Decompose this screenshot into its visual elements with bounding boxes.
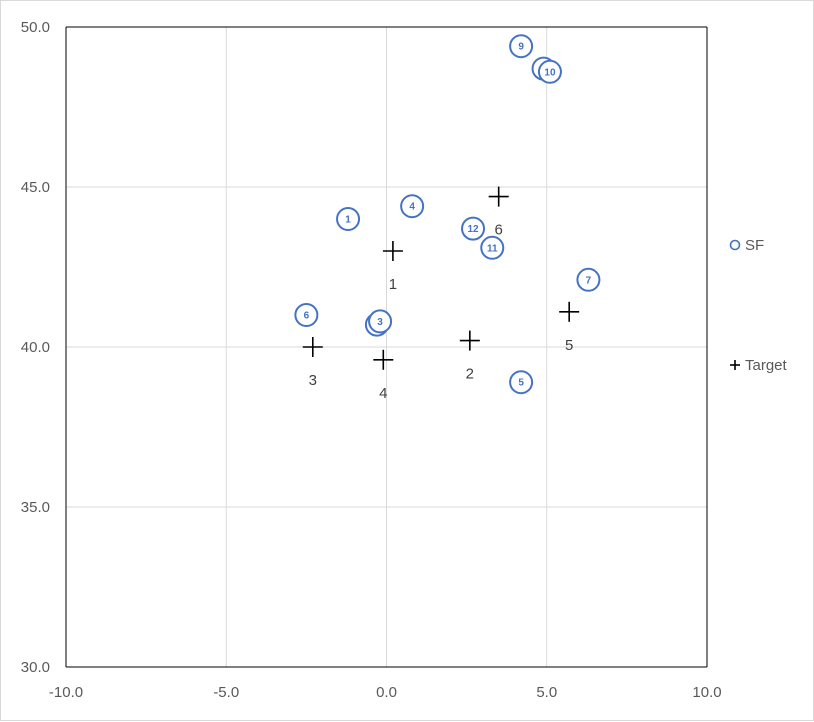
y-tick-label: 50.0 bbox=[21, 19, 50, 36]
x-tick-label: -5.0 bbox=[213, 684, 239, 701]
target-point-label: 6 bbox=[495, 222, 503, 239]
legend-target-label: Target bbox=[745, 357, 788, 374]
sf-point-marker bbox=[368, 309, 393, 334]
sf-point-label: 12 bbox=[467, 224, 479, 235]
target-point-label: 1 bbox=[389, 276, 397, 293]
target-point-label: 3 bbox=[309, 372, 317, 389]
y-tick-label: 30.0 bbox=[21, 659, 50, 676]
y-tick-label: 40.0 bbox=[21, 339, 50, 356]
sf-point-label: 7 bbox=[586, 275, 592, 286]
x-tick-label: 0.0 bbox=[376, 684, 397, 701]
legend: SF Target bbox=[729, 237, 788, 374]
sf-point-marker bbox=[336, 207, 361, 231]
sf-point-marker bbox=[576, 267, 601, 292]
sf-point-label: 6 bbox=[304, 311, 310, 322]
x-tick-label: -10.0 bbox=[49, 684, 83, 701]
sf-point-label: 11 bbox=[487, 243, 498, 254]
target-point-label: 4 bbox=[379, 385, 387, 402]
y-tick-label: 35.0 bbox=[21, 499, 50, 516]
sf-point-label: 4 bbox=[409, 202, 415, 213]
sf-series: 123456789101112 bbox=[294, 34, 601, 395]
sf-point-label: 1 bbox=[345, 215, 351, 226]
sf-point-marker bbox=[294, 303, 319, 327]
x-tick-label: 10.0 bbox=[692, 684, 721, 701]
sf-point-marker bbox=[537, 59, 562, 84]
y-tick-label: 45.0 bbox=[21, 179, 50, 196]
sf-point-marker bbox=[461, 216, 486, 241]
legend-sf-label: SF bbox=[745, 237, 764, 254]
gridlines bbox=[65, 26, 708, 668]
axes bbox=[65, 26, 708, 668]
sf-point-label: 9 bbox=[518, 42, 524, 53]
tick-labels: -10.0 -5.0 0.0 5.0 10.0 30.0 35.0 40.0 45.0 50.0 bbox=[21, 19, 722, 701]
target-point-label: 2 bbox=[466, 366, 474, 383]
legend-sf-marker bbox=[729, 239, 741, 251]
sf-point-marker bbox=[400, 194, 425, 219]
target-point-label: 5 bbox=[565, 337, 573, 354]
sf-point-label: 5 bbox=[518, 378, 524, 389]
sf-point-label: 3 bbox=[377, 317, 383, 328]
sf-point-label: 10 bbox=[544, 67, 556, 78]
sf-point-marker bbox=[480, 235, 505, 260]
sf-point-marker bbox=[509, 370, 534, 395]
x-tick-label: 5.0 bbox=[536, 684, 557, 701]
sf-point-marker bbox=[509, 34, 534, 59]
